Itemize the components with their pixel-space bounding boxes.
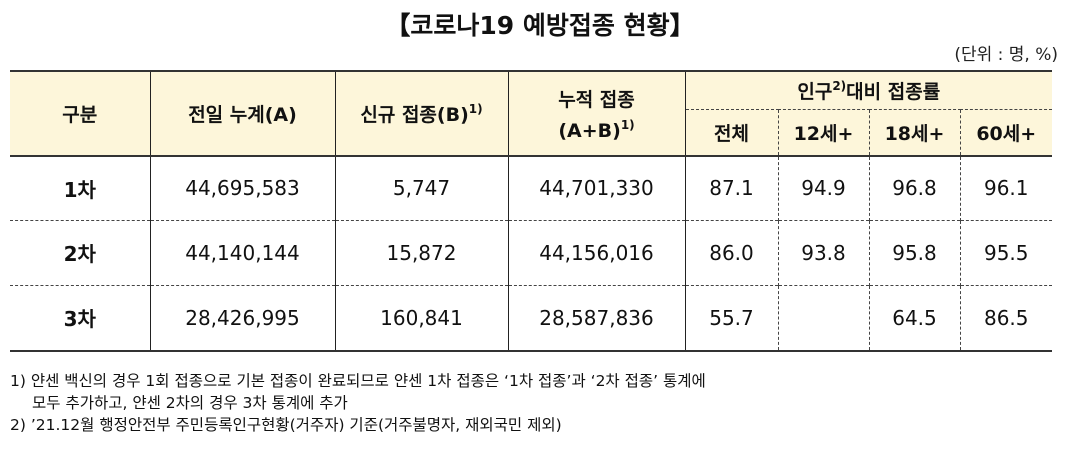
footnote-ref-1: 1) xyxy=(468,102,483,116)
cell-12 xyxy=(777,284,869,352)
footnote-1-line2: 모두 추가하고, 얀센 2차의 경우 3차 통계에 추가 xyxy=(32,394,348,412)
cell-60: 96.1 xyxy=(959,156,1053,220)
row-label: 3차 xyxy=(10,284,150,352)
cell-new: 160,841 xyxy=(334,284,508,352)
cell-new: 5,747 xyxy=(334,156,508,220)
header-cumulative: 누적 접종 (A+B)1) xyxy=(507,70,685,157)
table-row: 1차 44,695,583 5,747 44,701,330 87.1 94.9… xyxy=(10,156,1053,220)
cell-cum: 44,701,330 xyxy=(507,156,685,220)
header-prev-total: 전일 누계(A) xyxy=(149,70,335,157)
header-gubun-label: 구분 xyxy=(62,104,98,126)
footnote-ref-2: 2) xyxy=(832,78,847,93)
header-new-dose-label: 신규 접종(B) xyxy=(360,104,469,126)
cell-60: 86.5 xyxy=(959,284,1053,352)
header-sub-all: 전체 xyxy=(684,109,778,157)
page-title: 【코로나19 예방접종 현황】 xyxy=(385,11,695,40)
table-row: 2차 44,140,144 15,872 44,156,016 86.0 93.… xyxy=(10,219,1053,285)
header-sub-12: 12세+ xyxy=(777,109,869,157)
footnote-ref-1b: 1) xyxy=(620,118,635,132)
cell-18: 64.5 xyxy=(868,284,960,352)
header-prev-total-label: 전일 누계(A) xyxy=(188,104,297,126)
cell-all: 87.1 xyxy=(684,156,778,220)
header-pop-rate: 인구2)대비 접종률 xyxy=(684,70,1053,110)
cell-prev: 44,695,583 xyxy=(149,156,335,220)
cell-60: 95.5 xyxy=(959,219,1053,285)
footnote-2: 2) ’21.12월 행정안전부 주민등록인구현황(거주자) 기준(거주불명자,… xyxy=(10,416,562,434)
cell-12: 93.8 xyxy=(777,219,869,285)
footnotes: 1) 얀센 백신의 경우 1회 접종으로 기본 접종이 완료되므로 얀센 1차 … xyxy=(10,370,706,436)
cell-all: 55.7 xyxy=(684,284,778,352)
vaccination-table: 구분 전일 누계(A) 신규 접종(B)1) 누적 접종 (A+B)1) 인구2… xyxy=(10,70,1053,352)
cell-18: 96.8 xyxy=(868,156,960,220)
header-cumulative-line2: (A+B) xyxy=(558,120,621,142)
cell-all: 86.0 xyxy=(684,219,778,285)
header-gubun: 구분 xyxy=(10,70,150,157)
header-sub-18: 18세+ xyxy=(868,109,960,157)
row-label: 1차 xyxy=(63,177,96,202)
unit-label: (단위 : 명, %) xyxy=(954,45,1058,65)
cell-prev: 44,140,144 xyxy=(149,219,335,285)
footnote-1-line1: 1) 얀센 백신의 경우 1회 접종으로 기본 접종이 완료되므로 얀센 1차 … xyxy=(10,372,706,390)
cell-prev: 28,426,995 xyxy=(149,284,335,352)
header-pop-rate-prefix: 인구 xyxy=(797,80,833,103)
header-cumulative-line1: 누적 접종 xyxy=(558,89,635,111)
header-sub-60: 60세+ xyxy=(959,109,1053,157)
cell-12: 94.9 xyxy=(777,156,869,220)
cell-cum: 28,587,836 xyxy=(507,284,685,352)
header-pop-rate-suffix: 대비 접종률 xyxy=(846,80,941,103)
header-new-dose: 신규 접종(B)1) xyxy=(334,70,508,157)
cell-cum: 44,156,016 xyxy=(507,219,685,285)
cell-18: 95.8 xyxy=(868,219,960,285)
row-label: 2차 xyxy=(10,219,150,285)
table-row: 3차 28,426,995 160,841 28,587,836 55.7 64… xyxy=(10,284,1053,352)
cell-new: 15,872 xyxy=(334,219,508,285)
